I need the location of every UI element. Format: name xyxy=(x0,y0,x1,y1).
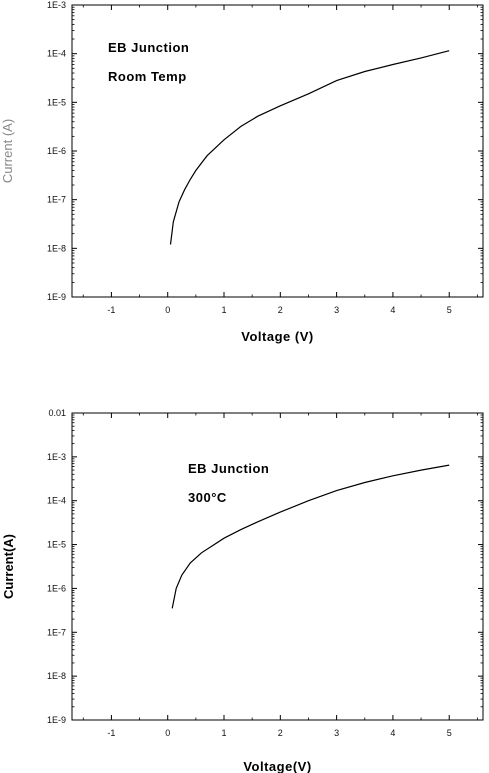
y-tick-label: 1E-8 xyxy=(47,671,66,681)
annotation-label: EB Junction xyxy=(188,461,269,476)
x-tick-label: 0 xyxy=(165,728,170,738)
y-tick-label: 1E-9 xyxy=(47,715,66,725)
x-tick-label: 2 xyxy=(278,728,283,738)
y-axis-label: Current (A) xyxy=(0,119,15,183)
y-tick-label: 1E-9 xyxy=(47,292,66,302)
y-tick-label: 1E-4 xyxy=(47,49,66,59)
annotation-condition: 300°C xyxy=(188,490,227,505)
y-axis-label: Current(A) xyxy=(1,534,16,599)
x-tick-label: 1 xyxy=(222,305,227,315)
annotation-condition: Room Temp xyxy=(108,69,187,84)
y-tick-label: 1E-3 xyxy=(47,0,66,10)
x-tick-label: 0 xyxy=(165,305,170,315)
x-tick-label: -1 xyxy=(107,305,115,315)
x-axis-label: Voltage(V) xyxy=(243,759,311,773)
x-tick-label: 3 xyxy=(334,305,339,315)
x-tick-label: 3 xyxy=(334,728,339,738)
y-tick-label: 1E-5 xyxy=(47,540,66,550)
y-tick-label: 1E-8 xyxy=(47,243,66,253)
iv-curve xyxy=(171,464,450,609)
iv-curve xyxy=(169,50,450,245)
y-tick-label: 1E-6 xyxy=(47,146,66,156)
y-tick-label: 1E-3 xyxy=(47,452,66,462)
y-tick-label: 0.01 xyxy=(48,408,66,418)
x-tick-label: 5 xyxy=(447,728,452,738)
y-tick-label: 1E-7 xyxy=(47,627,66,637)
x-tick-label: 4 xyxy=(390,305,395,315)
tick-layer: 1E-3 1E-4 1E-5 1E-6 1E-7 1E-8 1E-9 -1 0 1 2 3 4 5 xyxy=(47,0,483,315)
plot-frame xyxy=(71,412,484,721)
x-axis-label: Voltage (V) xyxy=(241,329,313,344)
x-tick-label: -1 xyxy=(107,728,115,738)
chart-300c: 0.01 1E-3 1E-4 1E-5 1E-6 1E-7 1E-8 1E-9 -1 0 1 2 3 4 5… xyxy=(1,408,484,773)
y-tick-label: 1E-4 xyxy=(47,496,66,506)
y-tick-label: 1E-6 xyxy=(47,583,66,593)
annotation-label: EB Junction xyxy=(108,40,189,55)
y-tick-label: 1E-7 xyxy=(47,195,66,205)
x-tick-label: 5 xyxy=(447,305,452,315)
tick-layer: 0.01 1E-3 1E-4 1E-5 1E-6 1E-7 1E-8 1E-9 -1 0 1 2 3 4 5 xyxy=(47,408,483,738)
x-tick-label: 4 xyxy=(390,728,395,738)
x-tick-label: 1 xyxy=(222,728,227,738)
x-tick-label: 2 xyxy=(278,305,283,315)
chart-room-temp: 1E-3 1E-4 1E-5 1E-6 1E-7 1E-8 1E-9 -1 0 1 2 3 4 5 EB … xyxy=(0,0,484,344)
y-tick-label: 1E-5 xyxy=(47,97,66,107)
